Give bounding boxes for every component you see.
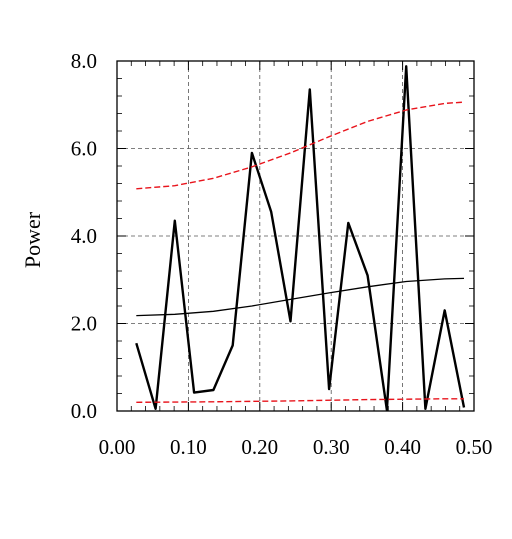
- x-tick-label: 0.00: [99, 435, 136, 459]
- x-tick-label: 0.20: [241, 435, 278, 459]
- series-lines: [135, 65, 466, 412]
- series-line-4: [136, 398, 464, 403]
- x-tick-label: 0.30: [313, 435, 350, 459]
- y-tick-label: 6.0: [71, 137, 97, 161]
- y-tick-label: 4.0: [71, 224, 97, 248]
- y-axis-title: Power: [20, 211, 45, 268]
- y-tick-label: 2.0: [71, 312, 97, 336]
- tick-marks: [116, 60, 475, 412]
- y-tick-labels: 0.0 2.0 4.0 6.0 8.0: [71, 49, 97, 423]
- x-tick-labels: 0.00 0.10 0.20 0.30 0.40 0.50: [99, 435, 493, 459]
- y-tick-label: 0.0: [71, 399, 97, 423]
- x-tick-label: 0.10: [170, 435, 207, 459]
- y-tick-label: 8.0: [71, 49, 97, 73]
- series-line-3: [136, 101, 465, 190]
- grid-lines: [117, 61, 474, 411]
- x-tick-label: 0.50: [456, 435, 493, 459]
- series-line-1: [135, 65, 466, 412]
- series-line-2: [136, 277, 465, 317]
- x-tick-label: 0.40: [384, 435, 421, 459]
